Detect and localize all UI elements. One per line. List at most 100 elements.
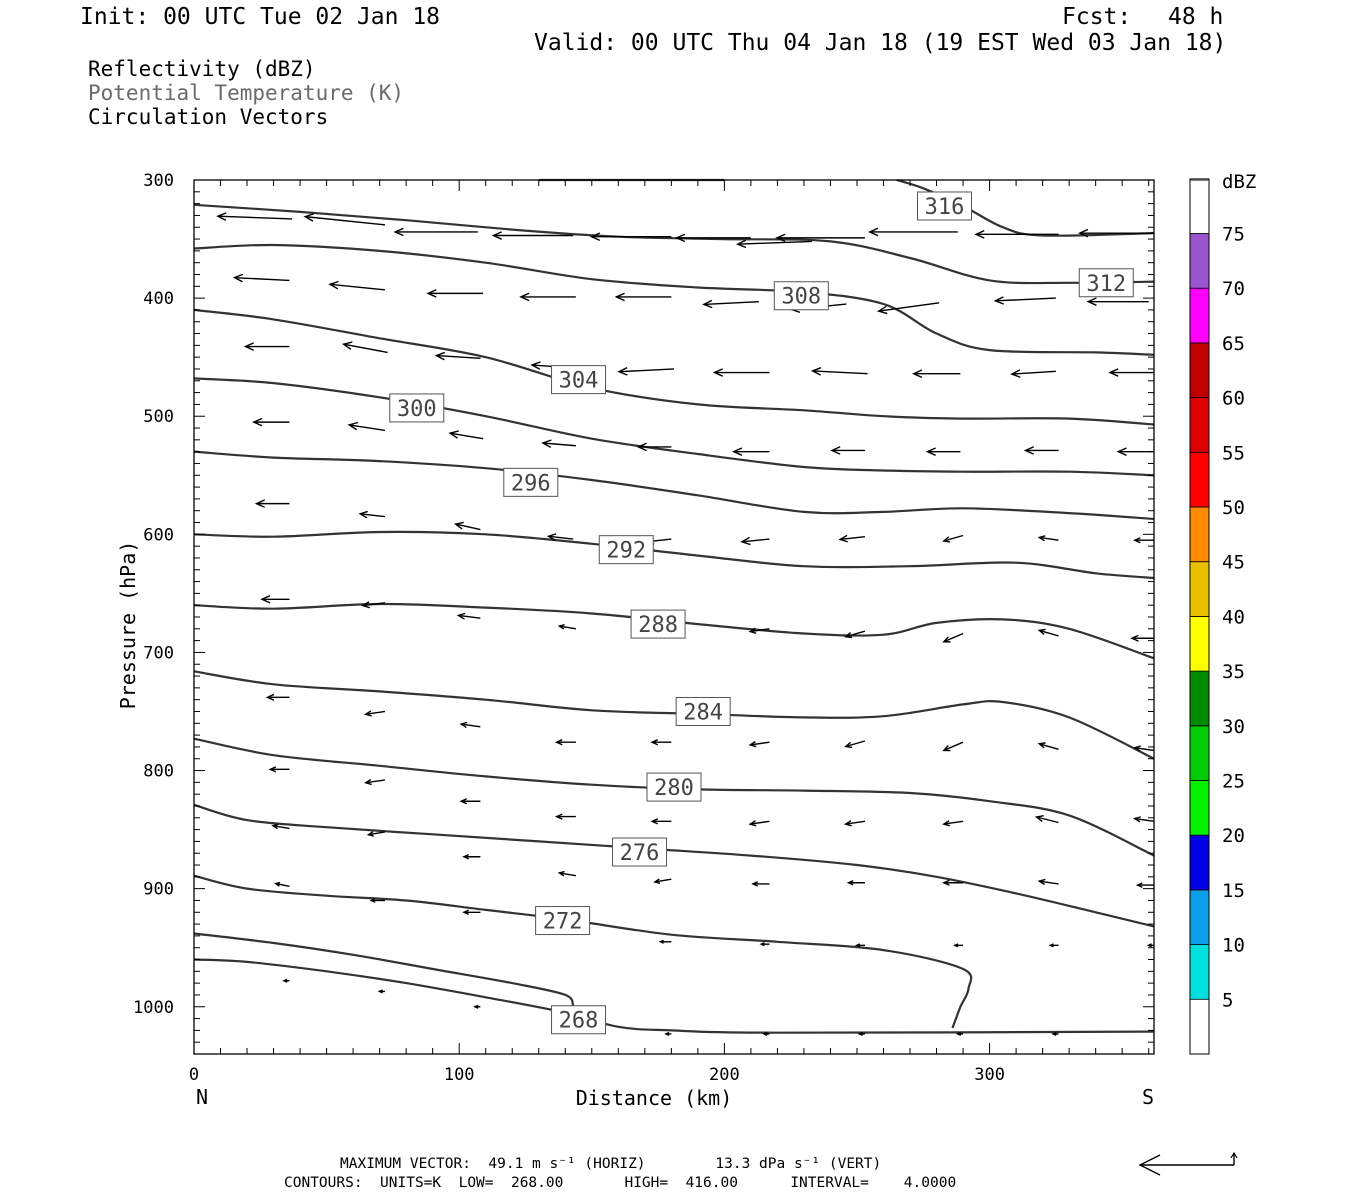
circulation-vector: [1133, 745, 1155, 752]
svg-text:280: 280: [654, 776, 694, 801]
contour-label: 304: [551, 365, 607, 395]
circulation-vector: [674, 233, 751, 243]
y-tick-label: 800: [143, 762, 174, 782]
circulation-vector: [942, 534, 964, 543]
circulation-vector: [589, 232, 672, 242]
circulation-vector: [341, 341, 388, 354]
circulation-vector: [762, 1031, 770, 1036]
contour-label: 284: [675, 696, 731, 726]
circulation-vector: [557, 870, 576, 877]
svg-text:304: 304: [559, 369, 599, 394]
colorbar-band: [1189, 233, 1210, 289]
contour-line-288: [193, 602, 1155, 660]
x-end-label-right: S: [1142, 1085, 1154, 1109]
circulation-vector: [1048, 943, 1059, 948]
colorbar-band: [1189, 342, 1210, 398]
contour-label: 312: [1078, 268, 1134, 298]
colorbar-label: 15: [1222, 880, 1245, 902]
circulation-vector: [554, 813, 576, 820]
circulation-vector: [1135, 882, 1154, 888]
circulation-vector: [1133, 816, 1155, 823]
colorbar-label: 30: [1222, 716, 1245, 738]
contour-line-268: [193, 958, 1155, 1034]
y-tick-label: 700: [143, 643, 174, 663]
colorbar-band: [1189, 287, 1210, 344]
contour-label: 268: [551, 1005, 607, 1035]
contour-line-312: [193, 203, 1155, 285]
circulation-vector: [252, 417, 290, 427]
contour-line-284: [193, 670, 1155, 760]
svg-text:312: 312: [1086, 272, 1126, 297]
circulation-vector: [974, 230, 1059, 239]
circulation-vector: [942, 741, 964, 752]
circulation-vector: [361, 601, 386, 609]
svg-text:308: 308: [781, 285, 821, 310]
circulation-vector: [732, 447, 770, 456]
circulation-vector: [557, 624, 576, 630]
circulation-vector: [843, 820, 866, 827]
svg-text:292: 292: [606, 539, 646, 564]
colorbar-band: [1189, 834, 1210, 891]
colorbar-label: 75: [1222, 224, 1245, 246]
footer-contours: CONTOURS: UNITS=K LOW= 268.00 HIGH= 416.…: [284, 1175, 957, 1191]
reference-vector: [1138, 1151, 1238, 1176]
colorbar-band: [1189, 178, 1210, 234]
circulation-vector: [377, 989, 385, 994]
contour-layer: [193, 178, 1155, 1034]
axes-layer: 300 400 500 600 700 800 900 1000 0 100 200 300 N S Dis…: [116, 171, 1155, 1110]
circulation-vector: [942, 820, 964, 827]
legend-reflectivity: Reflectivity (dBZ): [88, 57, 316, 81]
circulation-vector: [1086, 297, 1149, 306]
circulation-vector: [1023, 446, 1059, 455]
colorbar-title: dBZ: [1222, 171, 1256, 193]
circulation-vector: [260, 595, 290, 604]
circulation-vector: [274, 881, 290, 887]
circulation-vector: [369, 898, 385, 903]
circulation-vector: [942, 879, 964, 886]
contour-line-300: [193, 377, 1155, 477]
circulation-vector: [846, 879, 865, 886]
circulation-vector: [636, 442, 672, 452]
y-tick-label: 900: [143, 880, 174, 900]
circulation-vector: [363, 778, 386, 786]
y-tick-label: 600: [143, 525, 174, 545]
colorbar-label: 25: [1222, 771, 1245, 793]
colorbar-band: [1189, 451, 1210, 508]
circulation-vector: [925, 447, 961, 456]
circulation-vector: [868, 227, 958, 237]
circulation-vector: [1037, 535, 1059, 542]
colorbar: 5 10 15 20 25 30 35 40 45 50 55 60 65 70 75 dBZ: [1189, 171, 1256, 1055]
circulation-vector: [393, 227, 478, 237]
circulation-vector: [541, 439, 576, 448]
circulation-vector: [426, 289, 484, 298]
circulation-vector: [448, 430, 484, 440]
contour-line-292: [193, 530, 1155, 580]
circulation-vector: [844, 630, 866, 639]
circulation-vector: [363, 710, 386, 717]
circulation-vector: [748, 820, 770, 827]
circulation-vector: [265, 693, 290, 701]
contour-line-316: [896, 178, 1155, 237]
svg-text:276: 276: [620, 841, 660, 866]
colorbar-label: 50: [1222, 497, 1245, 519]
x-tick-label: 0: [189, 1065, 199, 1085]
contour-label: 296: [503, 467, 559, 497]
colorbar-label: 60: [1222, 388, 1245, 410]
circulation-vector: [282, 978, 290, 983]
circulation-vector: [942, 632, 964, 643]
circulation-vector: [462, 909, 481, 916]
contour-line-272: [193, 874, 973, 1029]
circulation-vector: [216, 212, 293, 221]
contour-label: 276: [612, 837, 668, 867]
colorbar-band: [1189, 561, 1210, 617]
contour-label: 300: [389, 393, 445, 423]
colorbar-band: [1189, 889, 1210, 946]
circulation-vector: [1037, 742, 1059, 750]
circulation-vector: [751, 881, 770, 887]
circulation-vector: [1133, 537, 1154, 544]
forecast-hour: 48 h: [1168, 4, 1224, 30]
footer-max-vector: MAXIMUM VECTOR: 49.1 m s⁻¹ (HORIZ) 13.3 …: [340, 1156, 882, 1172]
circulation-vector: [459, 721, 481, 728]
circulation-vector: [617, 367, 675, 376]
circulation-vector: [1078, 228, 1154, 238]
